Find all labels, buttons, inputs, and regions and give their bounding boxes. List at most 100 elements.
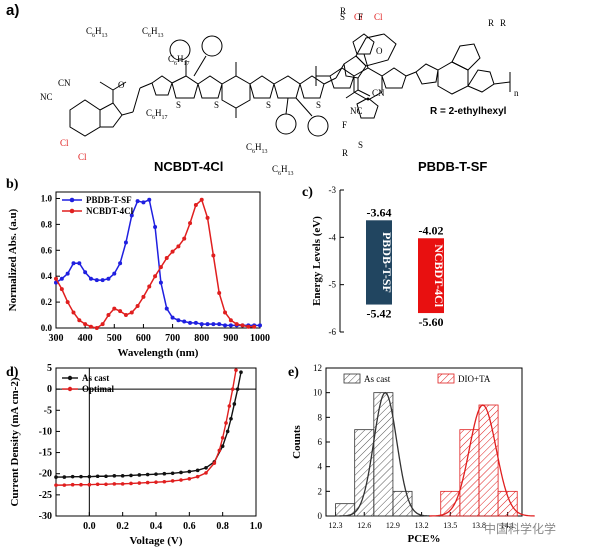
abs-point xyxy=(141,200,146,205)
side-thiophene-bottom xyxy=(356,97,379,119)
jv-point xyxy=(225,429,230,434)
abs-point xyxy=(205,215,210,220)
atom-label-c6h17: C6H17 xyxy=(146,108,168,121)
jv-point xyxy=(62,475,67,479)
pce-ylabel: Counts xyxy=(291,424,303,458)
abs-point xyxy=(153,224,158,229)
atom-label-f: F xyxy=(358,12,363,22)
jv-point xyxy=(137,481,142,485)
jv-point xyxy=(70,482,75,487)
energy-top-label: -4.02 xyxy=(419,223,444,237)
thiophene-2 xyxy=(197,75,223,99)
atom-label-cn: CN xyxy=(58,78,71,88)
atom-label-c6h13: C6H13 xyxy=(246,142,268,155)
jv-point xyxy=(204,471,208,475)
pce-xtick-label: 12.3 xyxy=(329,521,343,530)
left-cyclopentenone xyxy=(99,102,123,128)
atom-label-c6h13: C6H13 xyxy=(86,26,108,39)
pce-legend-swatch xyxy=(343,373,361,384)
chart-pce-histogram: e) 0 2 4 6 8 10 12 12.3 12.6 12.9 13.2 13.5 13.8 14.1 P… xyxy=(288,363,535,545)
jv-point xyxy=(232,402,237,406)
abs-point xyxy=(94,326,99,330)
bdd-thiophene xyxy=(451,43,481,71)
atom-label-o: O xyxy=(376,46,383,56)
abs-point xyxy=(205,322,210,327)
jv-point xyxy=(179,470,183,475)
jv-point xyxy=(79,474,83,479)
abs-legend-label: NCBDT-4Cl xyxy=(86,206,134,216)
abs-point xyxy=(182,319,187,324)
abs-xtick-label: 900 xyxy=(223,333,238,344)
abs-point xyxy=(228,323,233,328)
molecular-structures: C6H13 C6H13 C6H17 C6H17 C6H13 C6H13 Cl Cl Cl Cl O O… xyxy=(40,6,519,177)
abs-point xyxy=(71,261,76,266)
ncbdt-4cl-skeleton xyxy=(69,33,397,137)
abs-point xyxy=(158,265,163,270)
phenyl-bottom-left xyxy=(275,113,297,135)
jv-point xyxy=(220,444,225,449)
pce-ytick-label: 8 xyxy=(318,412,323,422)
jv-point xyxy=(154,480,158,484)
abs-point xyxy=(54,276,58,281)
jv-ytick-label: -10 xyxy=(39,426,52,437)
pce-legend-label: DIO+TA xyxy=(458,374,491,384)
abs-point xyxy=(123,240,128,245)
jv-point xyxy=(224,421,228,425)
jv-point xyxy=(179,478,183,482)
jv-point xyxy=(217,448,222,453)
thiophene-4 xyxy=(299,75,325,99)
jv-point xyxy=(54,483,58,487)
jv-point xyxy=(95,474,100,479)
jv-legend-marker xyxy=(67,386,73,392)
abs-point xyxy=(193,320,198,325)
abs-point xyxy=(252,324,257,329)
abs-ytick-label: 0.0 xyxy=(41,323,53,333)
abs-point xyxy=(65,300,70,305)
pce-legend-label: As cast xyxy=(364,374,391,384)
pce-bar xyxy=(497,490,518,517)
abs-point xyxy=(141,294,146,299)
abs-point xyxy=(88,324,93,329)
jv-point xyxy=(129,473,133,478)
abs-point xyxy=(135,303,140,308)
jv-xtick-label: 0.4 xyxy=(150,521,163,532)
jv-ytick-label: -20 xyxy=(39,469,52,480)
atom-label-cl: Cl xyxy=(354,12,363,22)
abs-point xyxy=(147,197,152,202)
atom-label-s: S xyxy=(358,140,363,150)
chart-absorption: b) 300 400 500 600 700 800 900 1000 0.0 0.2 0.4 0.6 0… xyxy=(6,177,270,359)
pce-bar xyxy=(373,392,394,517)
right-benzene-ring xyxy=(355,33,397,67)
cyclopenta-1 xyxy=(171,75,199,99)
jv-point xyxy=(62,483,67,487)
abs-point xyxy=(100,278,105,283)
r-definition: R = 2-ethylhexyl xyxy=(430,106,507,117)
abs-point xyxy=(88,276,93,281)
jv-point xyxy=(220,435,225,440)
jv-point xyxy=(120,482,125,486)
abs-point xyxy=(246,324,251,329)
abs-point xyxy=(228,318,233,323)
atom-label-s: S xyxy=(214,100,219,110)
thiophene-1 xyxy=(151,75,173,96)
jv-ytick-label: -30 xyxy=(39,511,52,522)
energy-bottom-label: -5.42 xyxy=(367,307,392,321)
jv-xtick-label: 0.2 xyxy=(116,521,129,532)
atom-label-nc: NC xyxy=(350,106,363,116)
pbdb-t-sf-skeleton xyxy=(315,33,511,119)
jv-xtick-label: 0.6 xyxy=(183,521,196,532)
jv-point xyxy=(87,482,92,487)
abs-xtick-label: 400 xyxy=(78,333,93,344)
abs-xtick-label: 300 xyxy=(49,333,64,344)
panel-a-label: a) xyxy=(6,2,20,19)
abs-point xyxy=(77,261,82,266)
pce-bar xyxy=(354,429,375,517)
abs-xtick-label: 500 xyxy=(107,333,122,344)
abs-point xyxy=(188,221,193,226)
pce-fit-curve-0 xyxy=(339,391,430,517)
atom-label-r: R xyxy=(342,148,348,158)
linker-thiophene-1 xyxy=(415,63,439,85)
abs-point xyxy=(217,291,222,296)
jv-point xyxy=(95,482,100,487)
jv-point xyxy=(187,469,192,474)
